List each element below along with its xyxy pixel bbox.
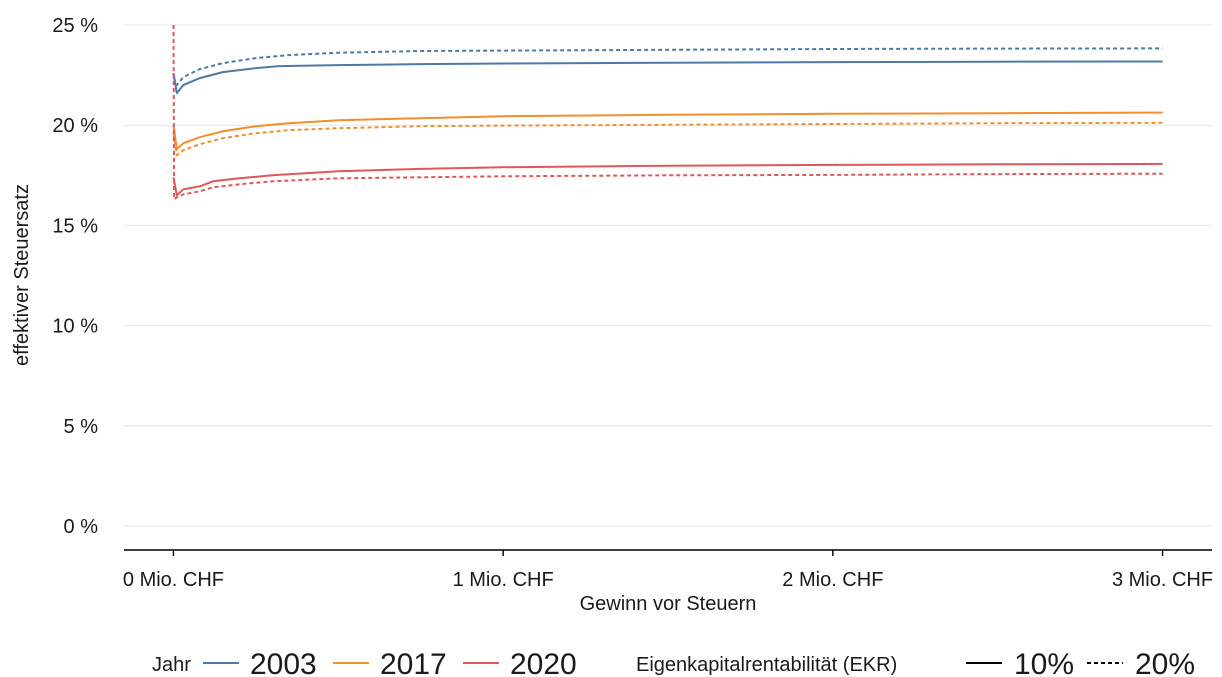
y-tick-label-1: 5 % bbox=[64, 416, 99, 438]
x-tick-label-1: 1 Mio. CHF bbox=[453, 569, 554, 591]
y-axis-tick-labels: 0 % 5 % 10 % 15 % 20 % 25 % bbox=[52, 15, 98, 538]
legend-label-ekr-10: 10% bbox=[1014, 648, 1074, 677]
legend-color-title: Jahr bbox=[152, 654, 191, 676]
series-line-2003-ekr-20 bbox=[172, 47, 1163, 87]
x-tick-label-2: 2 Mio. CHF bbox=[782, 569, 883, 591]
x-tick-label-3: 3 Mio. CHF bbox=[1112, 569, 1213, 591]
x-axis bbox=[124, 549, 1212, 556]
gridlines bbox=[124, 24, 1212, 527]
y-tick-label-4: 20 % bbox=[52, 115, 98, 137]
series-line-2020-ekr-20 bbox=[172, 24, 1163, 201]
x-tick-label-0: 0 Mio. CHF bbox=[123, 569, 224, 591]
series-line-2020-ekr-10 bbox=[172, 162, 1163, 197]
legend-linetype-title: Eigenkapitalrentabilität (EKR) bbox=[636, 654, 897, 676]
legend-color-items: 2003 2017 2020 bbox=[203, 648, 577, 677]
legend-linetype-items: 10% 20% bbox=[966, 648, 1195, 677]
series-line-2003-ekr-10 bbox=[172, 60, 1163, 95]
y-axis-title: effektiver Steuersatz bbox=[11, 184, 33, 366]
legend: Jahr 2003 2017 2020 Eigenkapitalrentabilit… bbox=[152, 648, 1195, 677]
series-line-2017-ekr-10 bbox=[172, 111, 1163, 151]
y-tick-label-0: 0 % bbox=[64, 516, 99, 538]
x-axis-title: Gewinn vor Steuern bbox=[580, 593, 757, 615]
legend-label-2020: 2020 bbox=[510, 648, 577, 677]
legend-label-2003: 2003 bbox=[250, 648, 317, 677]
y-tick-label-2: 10 % bbox=[52, 316, 98, 338]
y-tick-label-3: 15 % bbox=[52, 215, 98, 237]
legend-label-ekr-20: 20% bbox=[1135, 648, 1195, 677]
legend-label-2017: 2017 bbox=[380, 648, 447, 677]
x-axis-tick-labels: 0 Mio. CHF 1 Mio. CHF 2 Mio. CHF 3 Mio. CHF bbox=[123, 569, 1213, 591]
y-tick-label-5: 25 % bbox=[52, 15, 98, 37]
series-lines bbox=[172, 24, 1163, 201]
series-line-2017-ekr-20 bbox=[172, 121, 1163, 157]
